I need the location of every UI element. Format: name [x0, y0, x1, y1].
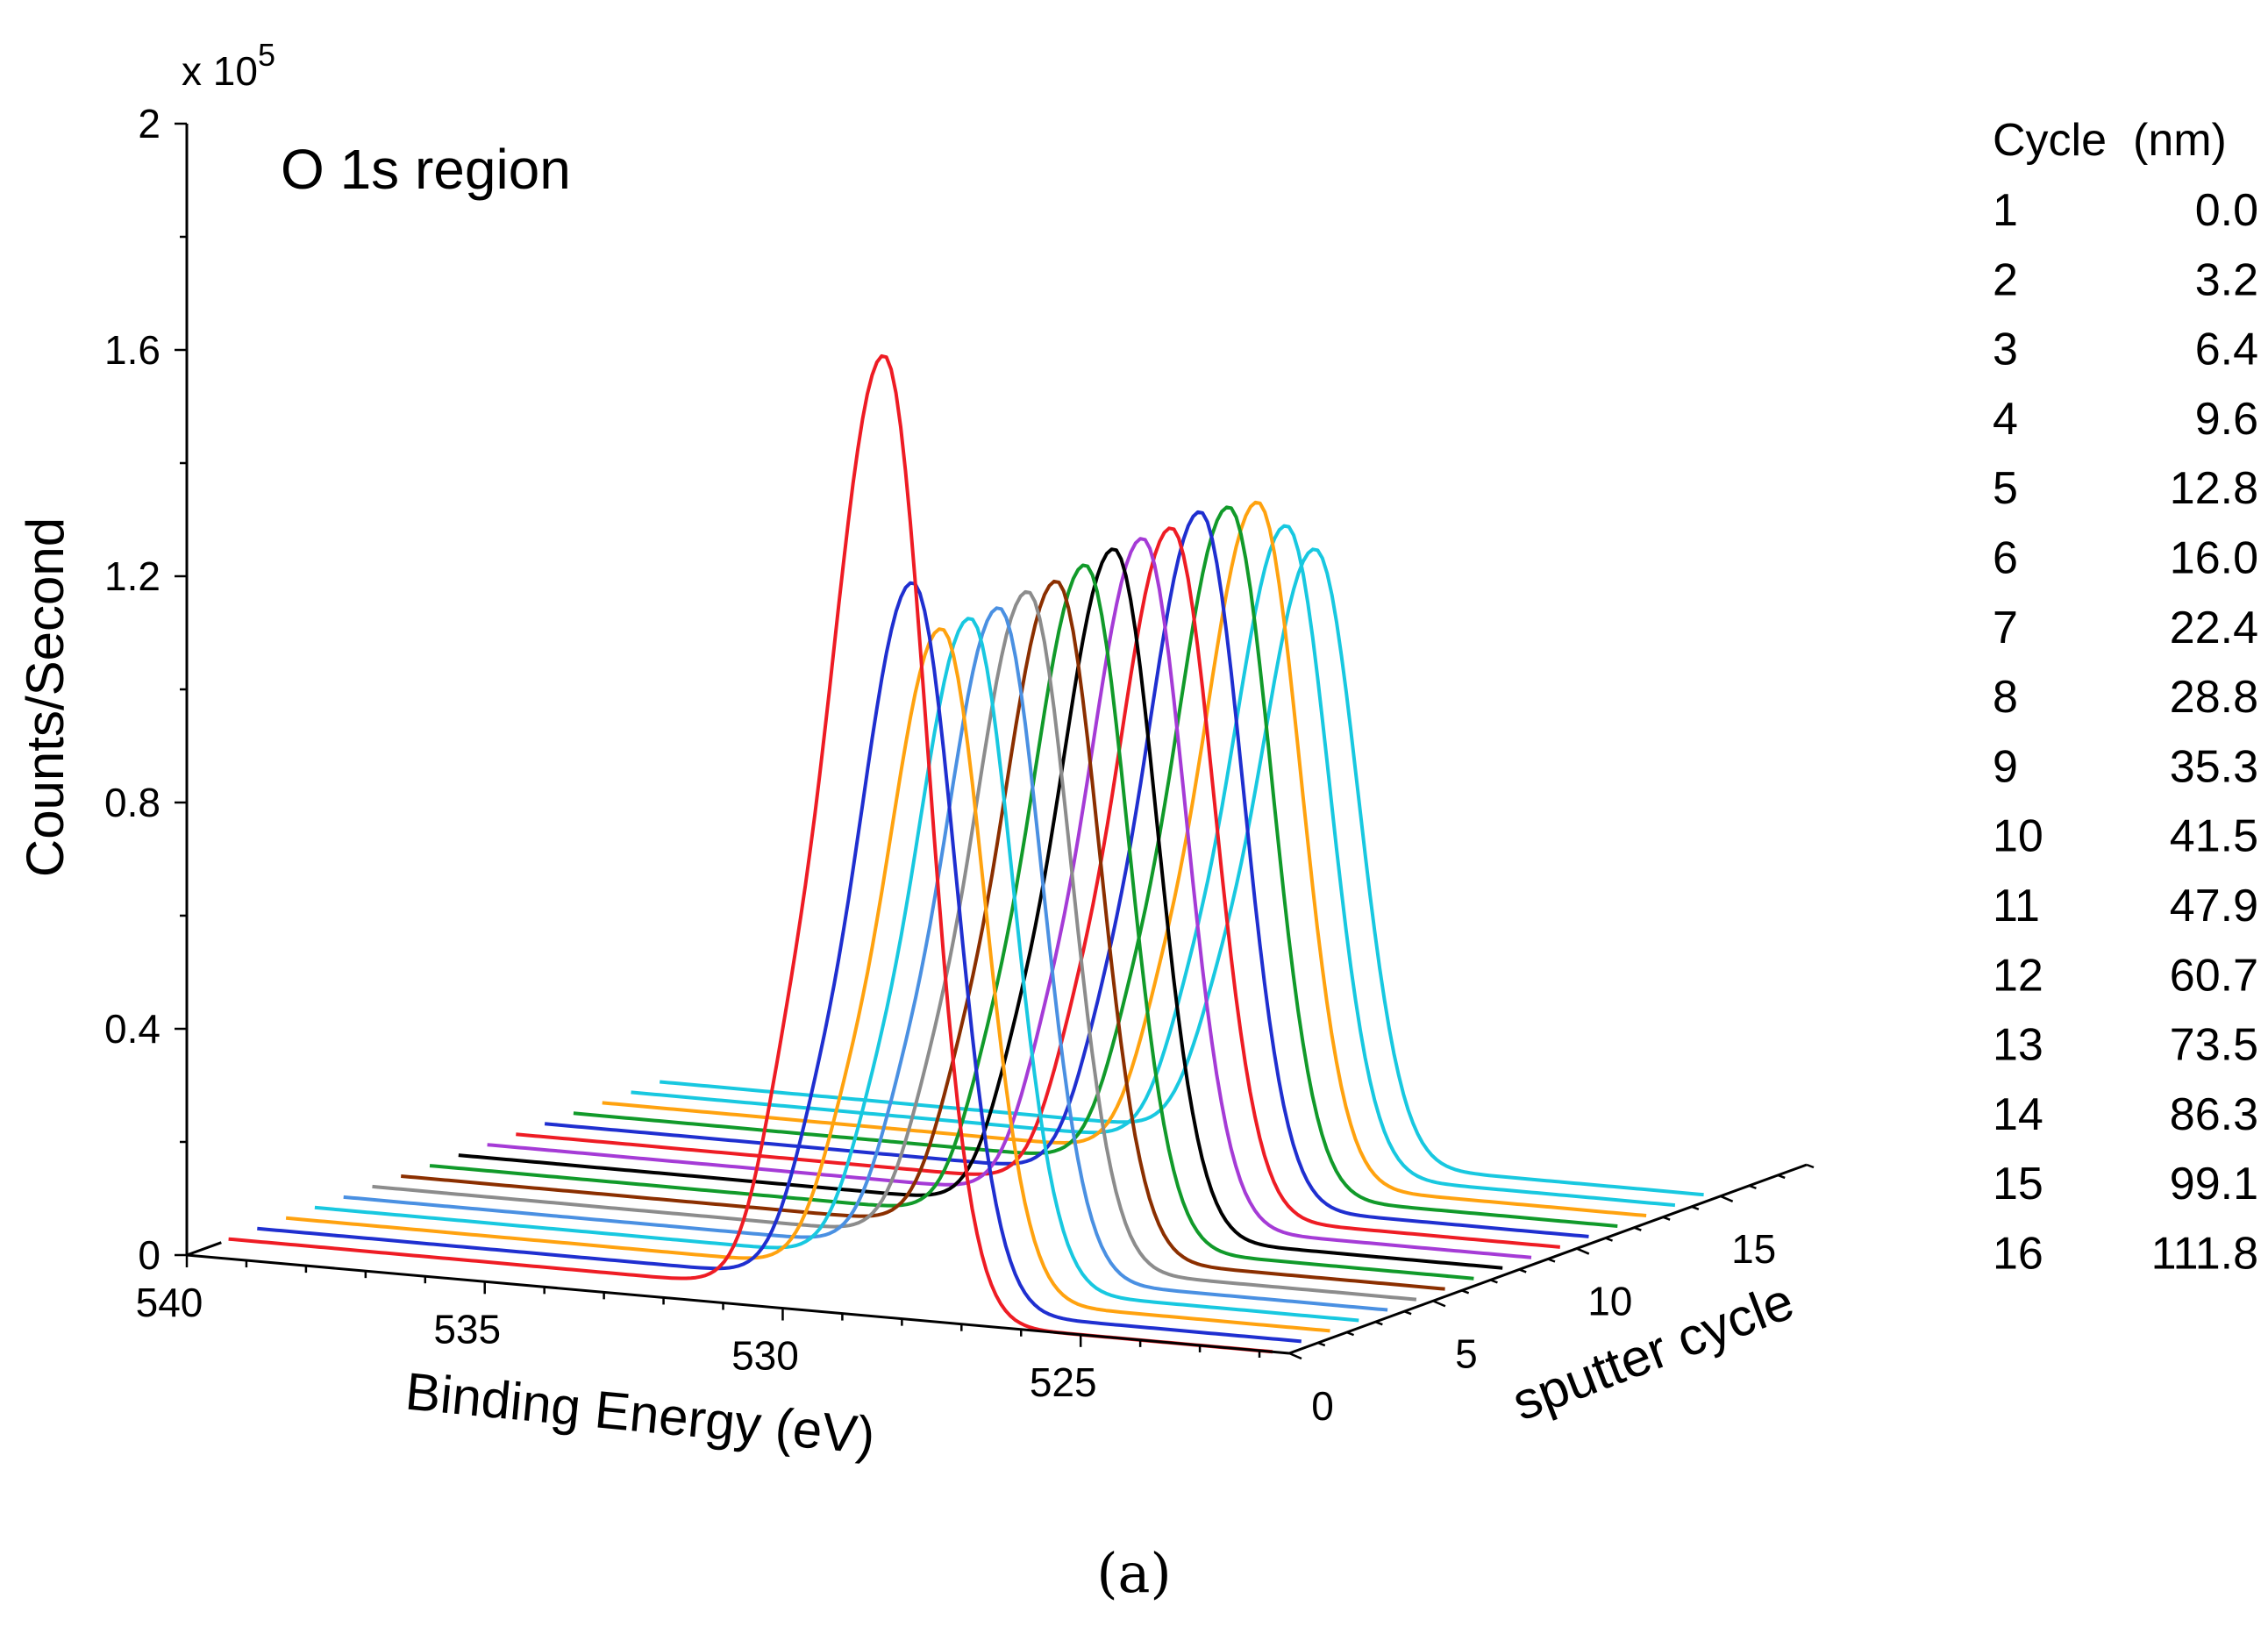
spectrum-cycle-4: [314, 617, 1359, 1323]
z-tick-mark: [1403, 1310, 1412, 1316]
spectrum-cycle-8: [429, 563, 1474, 1281]
z-tick-mark: [1346, 1331, 1354, 1337]
z-tick-mark: [1374, 1320, 1383, 1326]
legend-cycle-number: 2: [1993, 254, 2018, 305]
legend-cycle-number: 13: [1993, 1020, 2043, 1071]
legend-depth-value: 35.3: [2170, 741, 2258, 792]
z-tick-mark: [1749, 1184, 1757, 1190]
y-tick-label: 0: [138, 1232, 160, 1278]
legend-cycle-number: 9: [1993, 741, 2018, 792]
x-tick-label: 525: [1030, 1359, 1097, 1405]
legend-header-nm: (nm): [2133, 115, 2227, 166]
legend-depth-value: 41.5: [2170, 811, 2258, 862]
spectra-group: [228, 353, 1704, 1354]
z-tick-label: 5: [1455, 1331, 1478, 1376]
z-axis-label: sputter cycle: [1504, 1271, 1801, 1431]
legend-cycle-number: 1: [1993, 185, 2018, 236]
origin-stub-line: [186, 1241, 222, 1257]
legend-depth-value: 28.8: [2170, 672, 2258, 723]
legend-cycle-number: 15: [1993, 1159, 2043, 1209]
legend-depth-value: 60.7: [2170, 950, 2258, 1001]
legend-depth-value: 3.2: [2195, 254, 2258, 305]
z-tick-mark: [1576, 1247, 1590, 1255]
z-tick-label: 0: [1311, 1383, 1334, 1429]
x-tick-label: 530: [731, 1333, 799, 1379]
legend-depth-value: 22.4: [2170, 603, 2258, 653]
y-axis-label: Counts/Second: [16, 517, 75, 877]
spectrum-cycle-9: [458, 547, 1503, 1270]
legend-cycle-number: 7: [1993, 603, 2018, 653]
legend-depth-value: 6.4: [2195, 325, 2258, 375]
z-tick-mark: [1461, 1289, 1470, 1295]
chart-title: O 1s region: [281, 138, 571, 201]
y-tick-label: 1.6: [104, 327, 160, 373]
y-tick-label: 0.8: [104, 780, 160, 825]
spectrum-cycle-6: [372, 589, 1417, 1302]
z-tick-mark: [1317, 1341, 1326, 1347]
z-tick-mark: [1662, 1216, 1671, 1221]
legend-depth-value: 111.8: [2151, 1229, 2258, 1280]
z-tick-mark: [1547, 1258, 1556, 1263]
legend-cycle-number: 16: [1993, 1229, 2043, 1280]
legend-table: Cycle (nm) 1 0.0 2 3.2 3 6.4 4 9.6 5 12.8 6 16.0 7 22.4…: [1993, 115, 2258, 1280]
z-tick-mark: [1288, 1352, 1302, 1360]
spectrum-cycle-2: [257, 581, 1302, 1344]
spectrum-cycle-11: [516, 526, 1560, 1249]
spectrum-cycle-13: [573, 505, 1618, 1228]
legend-depth-value: 73.5: [2170, 1020, 2258, 1071]
axes-group: 0 0.4 0.8 1.2 1.6 2 540 535 530 525 0 5 10 15: [104, 101, 1815, 1429]
z-tick-mark: [1490, 1279, 1498, 1284]
z-tick-label: 10: [1587, 1279, 1632, 1324]
y-multiplier-exponent: 5: [258, 37, 275, 73]
legend-cycle-number: 10: [1993, 811, 2043, 862]
spectrum-cycle-15: [631, 524, 1676, 1208]
z-tick-mark: [1518, 1268, 1527, 1273]
spectrum-cycle-16: [660, 547, 1704, 1197]
spectrum-cycle-3: [285, 627, 1330, 1333]
legend-depth-value: 12.8: [2170, 463, 2258, 514]
y-multiplier: x 105: [182, 37, 275, 94]
x-axis-label: Binding Energy (eV): [403, 1362, 878, 1466]
labels-group: O 1s region Counts/Second Binding Energy…: [16, 37, 1801, 1605]
z-tick-mark: [1605, 1237, 1613, 1242]
legend-cycle-number: 11: [1993, 881, 2040, 931]
z-tick-mark: [1691, 1205, 1700, 1210]
legend-cycle-number: 8: [1993, 672, 2018, 723]
z-tick-mark: [1806, 1163, 1815, 1169]
x-axis-line: [186, 1253, 1290, 1355]
legend-depth-value: 47.9: [2170, 881, 2258, 931]
spectrum-cycle-12: [544, 510, 1589, 1238]
x-tick-label: 540: [136, 1280, 203, 1325]
legend-cycle-number: 12: [1993, 950, 2043, 1001]
spectrum-cycle-14: [602, 500, 1647, 1217]
z-tick-mark: [1432, 1300, 1446, 1308]
legend-cycle-number: 3: [1993, 325, 2018, 375]
y-tick-label: 0.4: [104, 1006, 160, 1052]
legend-depth-value: 86.3: [2170, 1089, 2258, 1140]
figure-caption: (a): [1096, 1541, 1171, 1605]
y-tick-label: 1.2: [104, 553, 160, 599]
spectrum-cycle-5: [343, 606, 1388, 1312]
z-tick-mark: [1720, 1195, 1734, 1202]
z-tick-mark: [1777, 1174, 1786, 1180]
legend-depth-value: 9.6: [2195, 394, 2258, 445]
z-tick-label: 15: [1731, 1226, 1776, 1272]
legend-cycle-number: 14: [1993, 1089, 2043, 1140]
legend-cycle-number: 5: [1993, 463, 2018, 514]
spectrum-cycle-7: [401, 579, 1445, 1291]
x-tick-label: 535: [433, 1306, 501, 1352]
z-tick-mark: [1633, 1226, 1642, 1231]
legend-depth-value: 99.1: [2170, 1159, 2258, 1209]
legend-header-cycle: Cycle: [1993, 115, 2107, 166]
y-multiplier-base: x 10: [182, 48, 258, 94]
legend-cycle-number: 6: [1993, 533, 2018, 584]
legend-depth-value: 0.0: [2195, 185, 2258, 236]
y-tick-label: 2: [138, 101, 160, 146]
spectrum-cycle-10: [487, 537, 1532, 1259]
legend-cycle-number: 4: [1993, 394, 2018, 445]
legend-depth-value: 16.0: [2170, 533, 2258, 584]
